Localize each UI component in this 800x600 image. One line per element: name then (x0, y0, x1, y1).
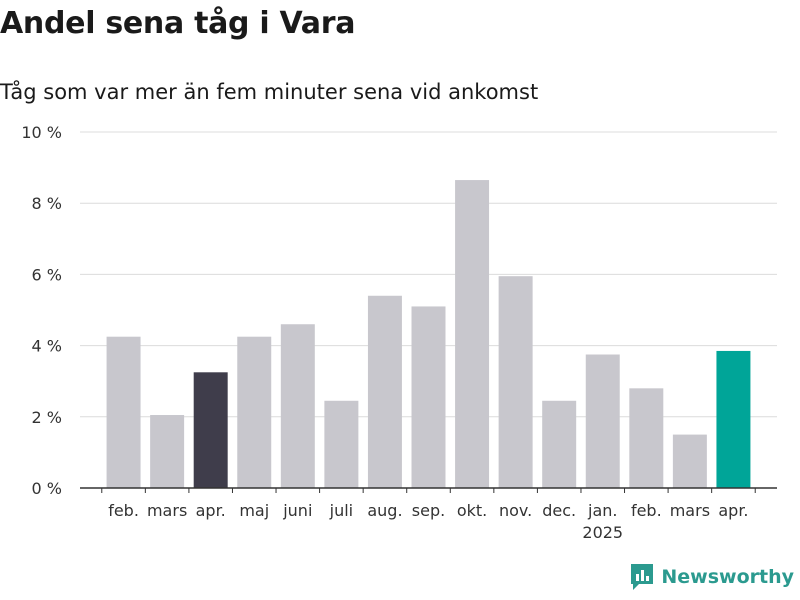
bar (585, 354, 620, 488)
x-tick-label: jan. (587, 501, 617, 520)
x-tick-label: apr. (196, 501, 226, 520)
bar (542, 400, 577, 488)
bar (498, 276, 533, 488)
x-year-label: 2025 (582, 523, 623, 542)
newsworthy-logo: Newsworthy (629, 562, 794, 592)
y-tick-label: 8 % (32, 194, 62, 213)
bar (672, 434, 707, 488)
x-tick-label: okt. (457, 501, 487, 520)
x-tick-label: feb. (631, 501, 662, 520)
bar (193, 372, 228, 488)
x-tick-label: nov. (499, 501, 532, 520)
chart-subtitle: Tåg som var mer än fem minuter sena vid … (0, 80, 539, 104)
newsworthy-logo-icon (631, 564, 654, 590)
x-tick-label: dec. (542, 501, 576, 520)
bar (106, 336, 141, 488)
x-tick-label: maj (239, 501, 269, 520)
x-tick-label: feb. (108, 501, 139, 520)
x-tick-label: juni (282, 501, 312, 520)
newsworthy-logo-text: Newsworthy (661, 566, 794, 588)
bar (629, 388, 664, 488)
x-tick-label: sep. (412, 501, 445, 520)
bar (367, 295, 402, 488)
bar-chart: 0 % 2 % 4 % 6 % 8 % 10 % feb. mars apr. maj juni ju… (21, 123, 777, 542)
bar (237, 336, 272, 488)
x-tick-label: juli (329, 501, 353, 520)
x-tick-label: mars (147, 501, 187, 520)
bar (150, 415, 185, 488)
bar (324, 400, 359, 488)
bar (411, 306, 446, 488)
y-tick-label: 2 % (32, 408, 62, 427)
x-tick-label: apr. (718, 501, 748, 520)
chart-title: Andel sena tåg i Vara (0, 6, 356, 41)
bar (716, 350, 751, 488)
bar (455, 180, 490, 488)
x-tick-label: mars (670, 501, 710, 520)
y-tick-label: 0 % (32, 479, 62, 498)
y-tick-label: 6 % (32, 265, 62, 284)
y-tick-label: 10 % (21, 123, 62, 142)
y-tick-label: 4 % (32, 337, 62, 356)
x-tick-label: aug. (367, 501, 402, 520)
bar (280, 324, 315, 488)
